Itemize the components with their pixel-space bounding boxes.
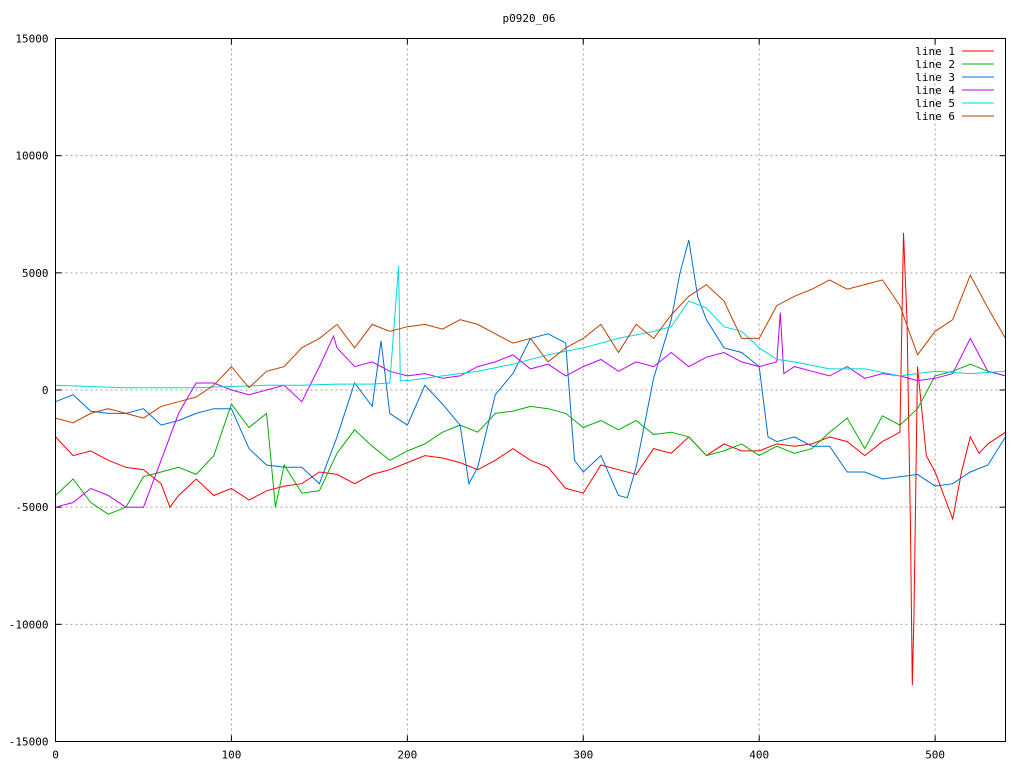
x-tick-label: 500 [925, 749, 945, 762]
x-tick-label: 200 [397, 749, 417, 762]
series-line-6 [55, 274, 1006, 424]
axes: -15000 -10000 -5000 0 5000 10000 15000 0 100 200 3… [9, 33, 1006, 762]
legend-label: line 5 [915, 97, 955, 110]
plot-frame [55, 38, 1006, 742]
chart-title: p0920_06 [503, 12, 556, 25]
series-line-1 [55, 232, 1006, 686]
legend-label: line 6 [915, 110, 955, 123]
series-line-5 [55, 265, 1006, 389]
y-tick-label: -10000 [9, 618, 49, 631]
y-tick-label: 0 [42, 384, 49, 397]
x-tick-label: 300 [573, 749, 593, 762]
legend-label: line 2 [915, 58, 955, 71]
series-line-2 [55, 363, 1006, 515]
y-tick-label: 10000 [15, 150, 48, 163]
y-tick-label: -5000 [15, 501, 48, 514]
legend-label: line 3 [915, 71, 955, 84]
x-tick-label: 400 [749, 749, 769, 762]
legend-label: line 1 [915, 45, 955, 58]
series-line-3 [55, 239, 1006, 499]
grid [55, 38, 1006, 742]
y-tick-label: 15000 [15, 33, 48, 46]
x-tick-label: 100 [221, 749, 241, 762]
series-line-4 [55, 312, 1006, 508]
legend-label: line 4 [915, 84, 955, 97]
x-tick-label: 0 [52, 749, 59, 762]
y-tick-label: -15000 [9, 736, 49, 749]
y-tick-label: 5000 [22, 267, 49, 280]
series-group [55, 232, 1006, 686]
